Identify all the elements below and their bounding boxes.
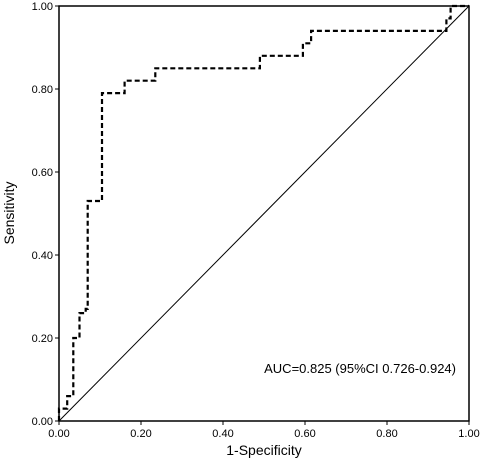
y-axis-title: Sensitivity	[1, 181, 17, 244]
y-tick-label: 0.60	[32, 167, 53, 179]
x-tick-label: 0.00	[48, 428, 69, 440]
y-tick-label: 0.40	[32, 250, 53, 262]
series-layer	[57, 4, 470, 422]
y-tick-label: 0.20	[32, 333, 53, 345]
y-axis-ticks: 0.00 0.20 0.40 0.60 0.80 1.00	[32, 1, 59, 428]
reference-diagonal-line	[58, 5, 470, 422]
x-tick-label: 0.40	[212, 428, 233, 440]
auc-annotation: AUC=0.825 (95%CI 0.726-0.924)	[264, 361, 456, 376]
x-tick-label: 0.80	[376, 428, 397, 440]
roc-curve-line	[57, 4, 469, 421]
plot-frame	[58, 5, 470, 422]
y-tick-label: 0.80	[32, 84, 53, 96]
x-tick-label: 0.20	[130, 428, 151, 440]
y-tick-label: 1.00	[32, 1, 53, 13]
x-tick-label: 1.00	[458, 428, 479, 440]
x-axis-title: 1-Specificity	[226, 442, 301, 458]
plot-area	[58, 5, 470, 422]
x-axis-ticks: 0.00 0.20 0.40 0.60 0.80 1.00	[48, 421, 480, 440]
x-tick-label: 0.60	[294, 428, 315, 440]
y-tick-label: 0.00	[32, 416, 53, 428]
